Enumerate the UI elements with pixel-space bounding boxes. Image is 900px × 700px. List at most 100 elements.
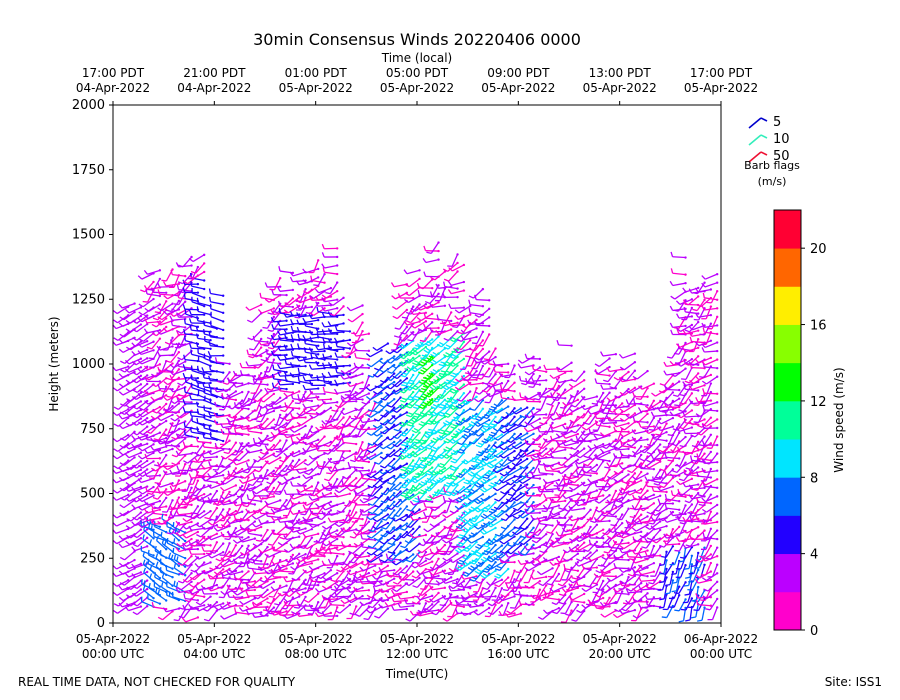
wind-barb — [125, 306, 143, 314]
barb-flag — [125, 379, 131, 384]
barb-flag — [151, 602, 154, 608]
barb-shaft — [204, 340, 218, 347]
barb-shaft — [161, 542, 173, 553]
barb-shaft — [137, 537, 148, 548]
barb-flag — [175, 262, 180, 268]
wind-barb — [131, 442, 149, 449]
barb-flag — [176, 292, 180, 299]
barb-flag — [161, 538, 165, 544]
barb-shaft — [311, 340, 325, 344]
barb-station-dot — [266, 434, 269, 438]
barb-shaft — [298, 306, 312, 310]
barb-shaft — [178, 503, 192, 506]
barb-flag — [118, 348, 124, 353]
barb-flag — [176, 284, 180, 290]
barb-flag — [145, 430, 151, 434]
barb-station-dot — [336, 477, 339, 481]
barb-shaft — [292, 365, 306, 368]
wind-barb — [253, 451, 269, 463]
barb-shaft — [130, 588, 142, 598]
barb-station-dot — [317, 267, 320, 271]
barb-shaft — [160, 448, 173, 454]
barb-shaft — [305, 379, 319, 382]
barb-station-dot — [279, 559, 282, 562]
barb-shaft — [292, 468, 306, 471]
barb-station-dot — [247, 518, 250, 522]
barb-flag — [273, 508, 279, 512]
barb-shaft — [136, 383, 148, 393]
barb-shaft — [178, 435, 192, 439]
wind-barb — [112, 527, 130, 535]
barb-flag — [182, 441, 186, 447]
barb-shaft — [124, 550, 135, 561]
barb-shaft — [155, 317, 167, 328]
barb-flag — [249, 382, 255, 385]
barb-flag — [176, 556, 179, 562]
barb-flag — [173, 563, 177, 569]
wind-barb — [209, 303, 225, 315]
barb-station-dot — [228, 371, 231, 374]
barb-flag — [302, 474, 307, 479]
barb-flag — [279, 536, 285, 540]
barb-flag — [327, 371, 332, 377]
barb-flag — [119, 487, 125, 492]
barb-flag — [162, 607, 167, 613]
barb-station-dot — [196, 282, 200, 286]
barb-station-dot — [317, 259, 320, 262]
barb-station-dot — [298, 518, 301, 521]
wind-barb — [150, 445, 168, 451]
barb-flag — [118, 414, 123, 420]
barb-station-dot — [146, 442, 149, 445]
barb-station-dot — [146, 528, 149, 531]
barb-flag — [118, 467, 124, 473]
barb-station-dot — [209, 347, 212, 350]
wind-barb — [169, 420, 187, 428]
barb-station-dot — [152, 596, 155, 600]
barb-station-dot — [336, 247, 339, 250]
barb-flag — [156, 416, 162, 422]
barb-flag — [271, 382, 275, 388]
barb-flag — [143, 500, 149, 506]
barb-flag — [170, 443, 176, 448]
barb-flag — [300, 513, 306, 516]
barb-flag — [183, 429, 186, 436]
barb-shaft — [317, 304, 331, 307]
barb-station-dot — [158, 585, 162, 588]
barb-station-dot — [171, 499, 174, 502]
barb-flag — [125, 525, 131, 529]
barb-flag — [319, 537, 326, 540]
barb-flag — [252, 472, 256, 478]
barb-station-dot — [133, 310, 136, 314]
wind-barb — [131, 570, 149, 578]
barb-station-dot — [260, 389, 263, 392]
barb-flag — [137, 317, 143, 323]
barb-flag — [226, 592, 230, 598]
barb-flag — [157, 589, 160, 595]
barb-flag — [120, 360, 126, 365]
barb-flag — [155, 561, 159, 567]
barb-station-dot — [165, 496, 168, 500]
wind-barb — [245, 361, 263, 367]
barb-station-dot — [165, 548, 168, 551]
barb-flag — [137, 343, 143, 348]
barb-flag — [308, 329, 313, 335]
wind-barb — [132, 425, 149, 436]
barb-shaft — [254, 340, 268, 343]
barb-flag — [245, 591, 249, 597]
barb-flag — [132, 389, 138, 393]
wind-barb — [334, 325, 352, 333]
barb-flag — [118, 322, 124, 327]
barb-flag — [157, 487, 161, 493]
barb-shaft — [339, 604, 351, 614]
barb-flag — [151, 383, 157, 388]
wind-barb — [175, 520, 193, 526]
barb-flag — [131, 563, 136, 569]
barb-shaft — [300, 485, 313, 494]
barb-station-dot — [304, 390, 307, 393]
barb-shaft — [260, 297, 274, 301]
barb-flag — [175, 450, 180, 456]
barb-flag — [236, 495, 242, 498]
wind-barb — [169, 469, 187, 475]
barb-station-dot — [158, 337, 162, 340]
wind-barb — [126, 511, 143, 522]
